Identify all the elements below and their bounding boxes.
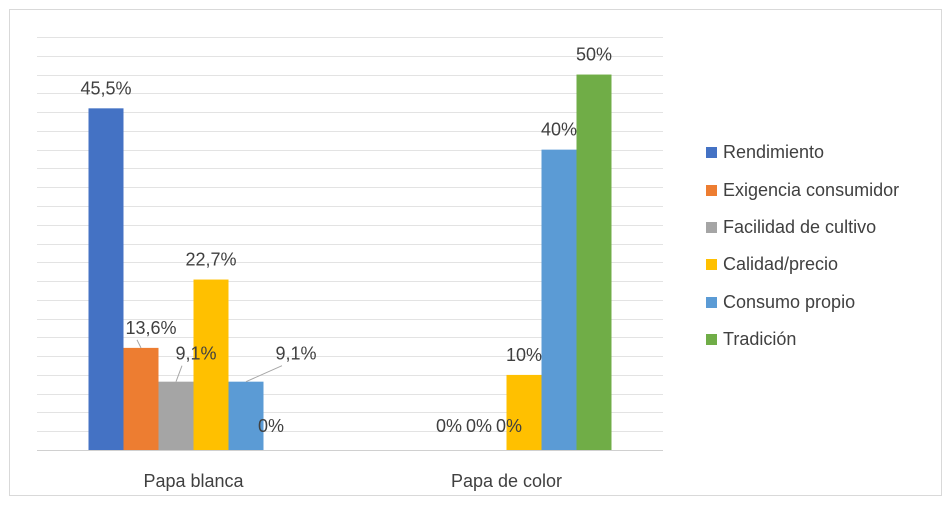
legend-item: Rendimiento <box>706 134 899 171</box>
data-label: 0% <box>436 416 462 436</box>
x-tick-label: Papa de color <box>451 471 562 491</box>
bar-calidad-precio <box>193 279 229 450</box>
data-label: 40% <box>541 120 577 140</box>
data-label: 13,6% <box>125 318 176 338</box>
x-tick-label: Papa blanca <box>143 471 244 491</box>
legend-label: Consumo propio <box>723 291 856 312</box>
legend-item: Consumo propio <box>706 284 899 321</box>
legend-label: Facilidad de cultivo <box>723 216 877 237</box>
bar-calidad-precio <box>506 374 542 450</box>
data-label: 10% <box>506 345 542 365</box>
data-label: 9,1% <box>175 344 216 364</box>
legend-item: Facilidad de cultivo <box>706 209 899 246</box>
leader-line <box>136 339 142 349</box>
data-label: 0% <box>258 416 284 436</box>
data-label: 0% <box>496 416 522 436</box>
legend-item: Calidad/precio <box>706 246 899 283</box>
legend-swatch <box>706 221 717 233</box>
bar-rendimiento <box>88 108 124 450</box>
data-label: 50% <box>576 45 612 65</box>
data-label: 22,7% <box>185 250 236 270</box>
bar-consumo-propio <box>228 381 264 450</box>
legend-label: Rendimiento <box>723 142 825 163</box>
leader-line <box>245 365 283 383</box>
legend-label: Exigencia consumidor <box>723 179 900 200</box>
bar-facilidad-de-cultivo <box>158 381 194 450</box>
data-label: 45,5% <box>80 78 131 98</box>
legend-swatch <box>706 259 717 271</box>
data-label: 0% <box>466 416 492 436</box>
legend-item: Exigencia consumidor <box>706 171 899 208</box>
bar-exigencia-consumidor <box>123 347 159 450</box>
data-labels: 45,5%13,6%9,1%22,7%9,1%0% 0% 0% 0%10%40%50% <box>80 45 612 436</box>
legend-swatch <box>706 296 717 308</box>
legend-swatch <box>706 334 717 346</box>
legend-swatch <box>706 184 717 196</box>
bar-tradici-n <box>576 74 612 450</box>
legend-item: Tradición <box>706 321 899 358</box>
bars <box>88 74 612 451</box>
data-label: 9,1% <box>275 344 316 364</box>
legend: Rendimiento Exigencia consumidor Facilidad… <box>706 134 899 358</box>
leader-lines <box>136 339 283 383</box>
legend-label: Tradición <box>723 329 797 350</box>
legend-label: Calidad/precio <box>723 254 839 275</box>
x-axis: Papa blanca Papa de color <box>37 450 663 491</box>
legend-swatch <box>706 147 717 159</box>
leader-line <box>175 365 183 382</box>
bar-consumo-propio <box>541 149 577 451</box>
